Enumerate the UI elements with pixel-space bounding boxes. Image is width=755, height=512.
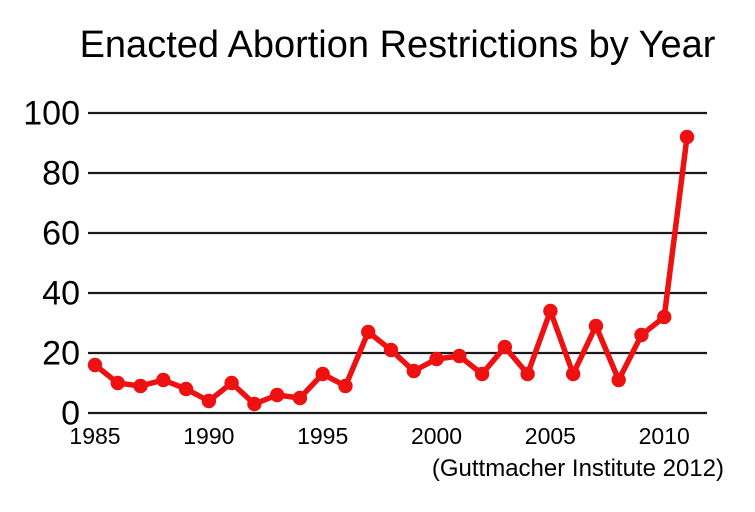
data-point bbox=[247, 396, 262, 412]
data-point bbox=[178, 381, 194, 397]
data-point bbox=[292, 390, 308, 406]
data-point bbox=[474, 366, 490, 382]
x-tick-label: 2000 bbox=[411, 423, 462, 449]
data-point bbox=[156, 372, 171, 388]
x-tick-label: 1990 bbox=[183, 423, 234, 449]
y-tick-label: 0 bbox=[61, 395, 80, 433]
data-point bbox=[383, 342, 399, 358]
chart-title: Enacted Abortion Restrictions by Year bbox=[79, 24, 716, 66]
y-tick-label: 100 bbox=[23, 95, 80, 133]
data-point bbox=[452, 348, 467, 364]
data-point bbox=[588, 318, 604, 334]
data-point bbox=[87, 357, 103, 373]
y-tick-label: 60 bbox=[42, 215, 80, 253]
attribution-text: (Guttmacher Institute 2012) bbox=[431, 455, 724, 482]
data-point bbox=[110, 375, 125, 391]
y-tick-label: 20 bbox=[42, 335, 80, 373]
data-point bbox=[361, 324, 376, 340]
data-point bbox=[224, 375, 239, 391]
data-point bbox=[611, 372, 626, 388]
data-point bbox=[657, 309, 672, 325]
data-point bbox=[634, 327, 649, 343]
data-point bbox=[497, 339, 513, 355]
x-tick-label: 2010 bbox=[639, 423, 690, 449]
data-point bbox=[429, 351, 444, 367]
data-point bbox=[543, 303, 558, 319]
data-point bbox=[133, 378, 148, 394]
data-point bbox=[269, 387, 285, 403]
data-point bbox=[406, 363, 421, 379]
data-point bbox=[201, 393, 217, 409]
data-point bbox=[338, 378, 353, 394]
x-tick-label: 1995 bbox=[297, 423, 348, 449]
data-point bbox=[679, 129, 695, 145]
x-tick-label: 2005 bbox=[525, 423, 576, 449]
data-point bbox=[315, 366, 330, 382]
y-tick-label: 80 bbox=[42, 155, 80, 193]
x-tick-label: 1985 bbox=[69, 423, 120, 449]
data-point bbox=[565, 366, 581, 382]
y-tick-label: 40 bbox=[42, 275, 80, 313]
data-point bbox=[520, 366, 535, 382]
data-line bbox=[92, 134, 690, 407]
